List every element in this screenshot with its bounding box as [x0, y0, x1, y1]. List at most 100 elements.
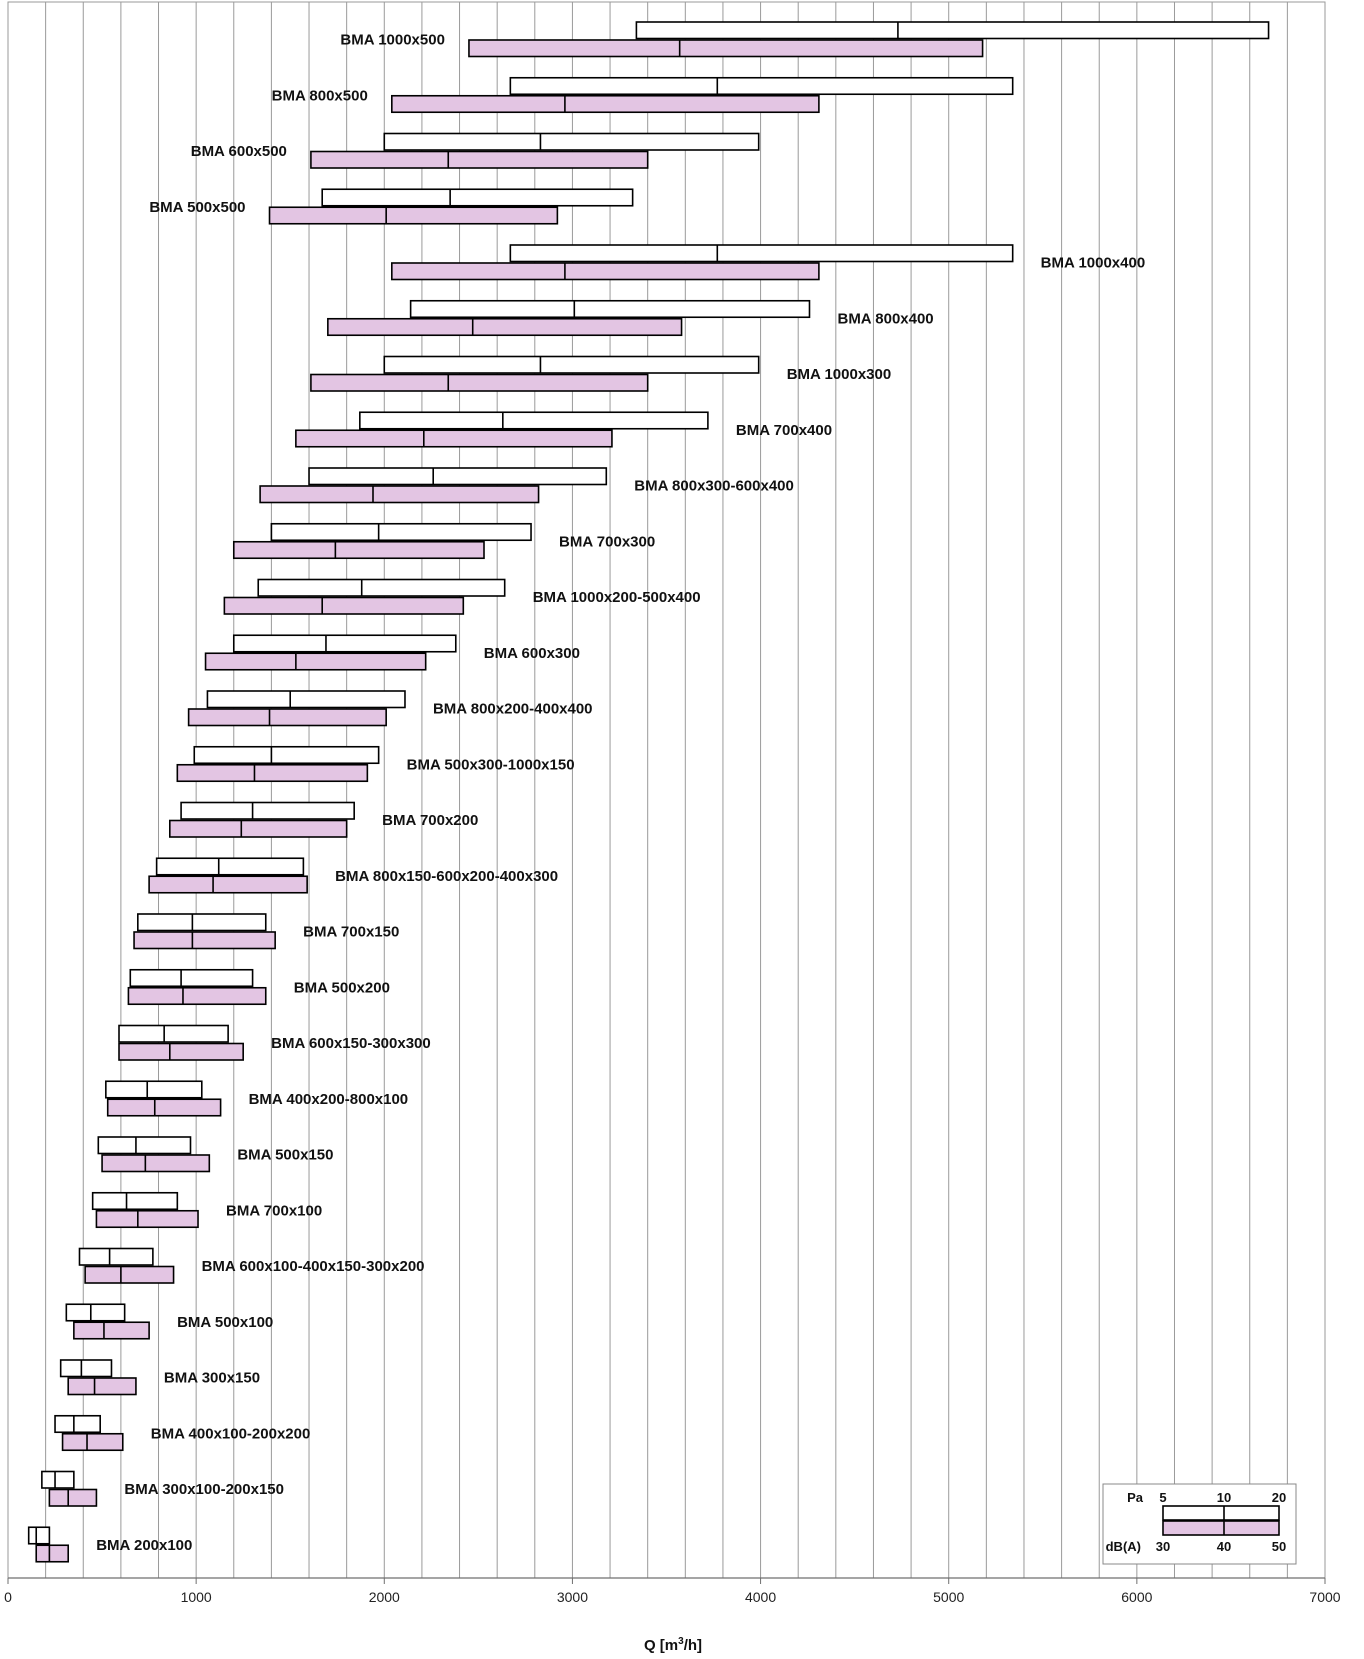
pa-bar	[509, 244, 1014, 263]
pa-bar	[59, 1359, 113, 1378]
bar-label: BMA 700x150	[303, 924, 399, 941]
db-bar	[310, 373, 649, 392]
db-bar	[127, 986, 267, 1006]
db-bar	[187, 708, 387, 727]
db-bar	[84, 1265, 175, 1284]
bar-pair	[54, 1414, 124, 1452]
bar-pair	[91, 1191, 199, 1229]
x-tick-label: 0	[4, 1589, 12, 1605]
bar-pair	[97, 1136, 211, 1173]
pa-bar	[321, 188, 634, 207]
db-bar	[106, 1098, 222, 1117]
bar-pair	[259, 467, 608, 504]
legend-db-label: dB(A)	[1106, 1539, 1141, 1554]
bar-pair	[148, 857, 308, 894]
db-bar	[35, 1544, 70, 1563]
bar-label: BMA 400x100-200x200	[151, 1425, 311, 1442]
bar-pair	[105, 1080, 222, 1117]
pa-bar	[383, 132, 760, 151]
bar-pair	[59, 1359, 137, 1396]
bar-pair	[295, 411, 709, 448]
bar-pair	[223, 578, 506, 615]
bar-label: BMA 600x500	[191, 143, 287, 160]
bar-label: BMA 800x150-600x200-400x300	[335, 868, 558, 885]
bar-label: BMA 700x200	[382, 812, 478, 829]
pa-bar	[27, 1526, 51, 1545]
pa-bar	[635, 21, 1270, 40]
bar-labels: BMA 1000x500 BMA 800x500 BMA 600x500 BMA 50…	[96, 32, 1145, 1554]
db-bar	[223, 596, 465, 615]
pa-bar	[41, 1470, 75, 1489]
bar-pair	[268, 188, 634, 225]
legend-pa-tick: 5	[1159, 1490, 1166, 1505]
legend-pa-tick: 10	[1217, 1490, 1231, 1505]
db-bar	[48, 1488, 98, 1507]
pa-bar	[78, 1247, 154, 1266]
db-bar	[101, 1154, 211, 1173]
db-bar	[259, 485, 540, 504]
db-bar	[67, 1377, 137, 1396]
bar-label: BMA 600x100-400x150-300x200	[202, 1258, 425, 1275]
pa-bar	[105, 1080, 203, 1099]
bar-label: BMA 500x200	[294, 979, 390, 996]
bar-label: BMA 1000x200-500x400	[533, 589, 701, 606]
pa-bar	[155, 857, 305, 876]
bar-label: BMA 1000x500	[340, 32, 445, 49]
x-tick-label: 2000	[369, 1589, 400, 1605]
legend-db-bar	[1162, 1520, 1280, 1536]
bar-label: BMA 600x300	[484, 645, 580, 662]
db-bar	[204, 652, 427, 671]
bar-pair	[65, 1303, 150, 1340]
db-bar	[95, 1209, 199, 1229]
db-bar	[169, 819, 348, 838]
bar-pair	[310, 355, 760, 392]
db-bar	[148, 875, 308, 894]
pa-bar	[359, 411, 709, 430]
pa-bar	[180, 801, 355, 820]
legend-pa-bar	[1162, 1505, 1280, 1521]
bar-pair	[27, 1526, 70, 1563]
pa-bar	[308, 467, 608, 486]
bar-label: BMA 800x200-400x400	[433, 701, 593, 718]
bar-pair	[176, 745, 380, 783]
bar-label: BMA 800x500	[272, 87, 368, 104]
db-bar	[232, 540, 485, 560]
pa-bar	[54, 1414, 101, 1434]
db-bar	[118, 1042, 244, 1061]
bar-pair	[391, 244, 1014, 281]
db-bar	[295, 429, 613, 448]
pa-bar	[409, 299, 811, 319]
bar-label: BMA 1000x300	[787, 366, 892, 383]
bar-pair	[468, 21, 1270, 58]
db-bar	[391, 94, 820, 114]
db-bar	[310, 150, 649, 169]
x-axis-title: Q [m3/h]	[644, 1636, 702, 1654]
pa-bar	[232, 634, 457, 653]
x-axis: 0 1000 2000 3000 4000 5000 6000 7000	[4, 1577, 1341, 1605]
bar-pair	[41, 1470, 98, 1507]
pa-bar	[129, 968, 254, 988]
bar-label: BMA 300x150	[164, 1370, 260, 1387]
x-tick-label: 6000	[1121, 1589, 1152, 1605]
db-bar	[133, 931, 276, 950]
pa-bar	[509, 76, 1014, 96]
pa-bar	[118, 1024, 229, 1043]
bar-label: BMA 500x300-1000x150	[407, 756, 575, 773]
bar-label: BMA 300x100-200x150	[124, 1481, 284, 1498]
bar-label: BMA 500x150	[237, 1147, 333, 1164]
bar-label: BMA 500x100	[177, 1314, 273, 1331]
bar-pair	[133, 913, 276, 950]
legend: Pa dB(A) 5 10 20 30 40 50	[1102, 1483, 1297, 1565]
bar-label: BMA 1000x400	[1041, 255, 1146, 272]
bar-label: BMA 800x400	[837, 310, 933, 327]
vertical-gridlines	[7, 1, 1326, 1579]
bar-pair	[78, 1247, 175, 1284]
legend-pa-label: Pa	[1127, 1490, 1144, 1505]
db-bar	[176, 763, 369, 783]
bar-pair	[127, 968, 267, 1006]
bar-pair	[169, 801, 355, 838]
bar-pair	[204, 634, 457, 671]
x-tick-label: 5000	[933, 1589, 964, 1605]
bar-pair	[310, 132, 760, 169]
